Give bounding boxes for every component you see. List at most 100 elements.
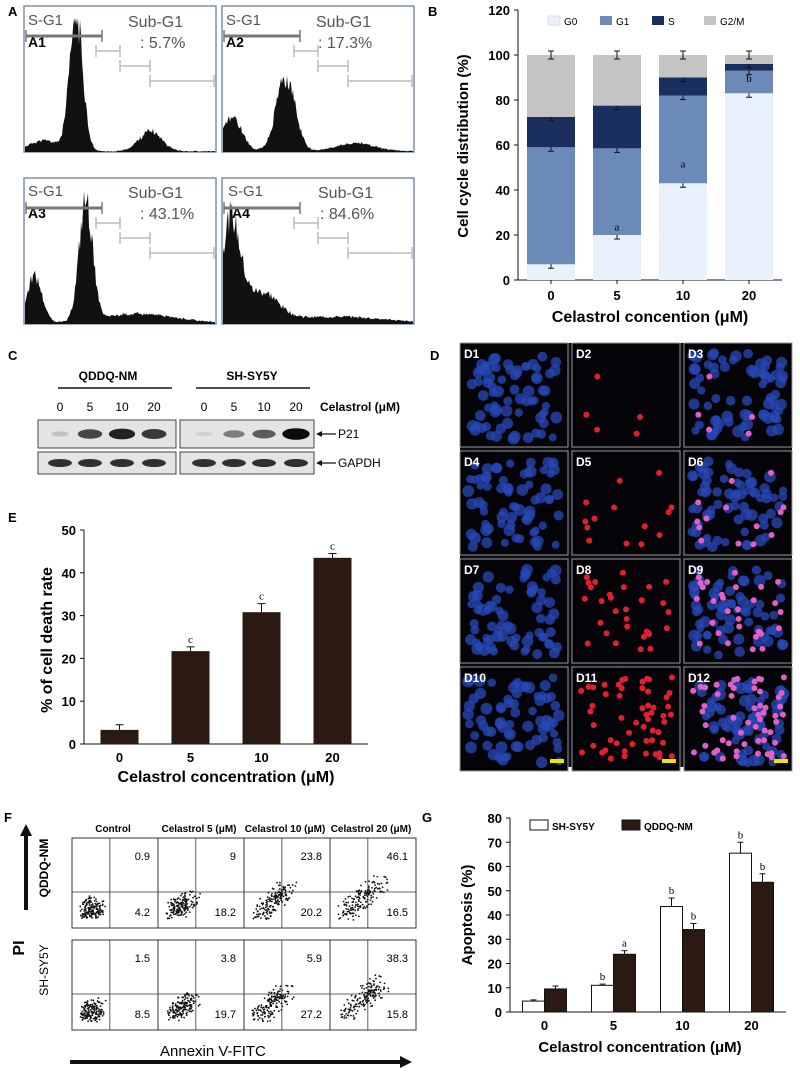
nucleus-red bbox=[703, 515, 710, 522]
blot-gapdh-left bbox=[37, 451, 177, 475]
nucleus-blue bbox=[506, 459, 515, 468]
event-dot bbox=[169, 1016, 172, 1019]
event-dot bbox=[375, 986, 378, 989]
nucleus-red bbox=[660, 600, 667, 607]
tile-label: D12 bbox=[688, 671, 710, 685]
event-dot bbox=[92, 1017, 95, 1020]
event-dot bbox=[259, 913, 262, 915]
nucleus-blue bbox=[519, 574, 528, 583]
event-dot bbox=[94, 1019, 97, 1022]
event-dot bbox=[96, 908, 99, 911]
event-dot bbox=[94, 1016, 96, 1019]
nucleus-blue bbox=[491, 462, 502, 474]
x-tick-label: 0 bbox=[547, 288, 554, 303]
event-dot bbox=[341, 911, 344, 914]
nucleus-red bbox=[663, 694, 670, 701]
nucleus-blue bbox=[541, 402, 551, 411]
event-dot bbox=[273, 992, 276, 995]
nucleus-red bbox=[714, 691, 721, 698]
tile-label: D10 bbox=[464, 671, 486, 685]
nucleus-blue bbox=[521, 564, 533, 576]
event-dot bbox=[183, 912, 186, 915]
event-dot bbox=[387, 990, 390, 993]
event-dot bbox=[355, 901, 357, 904]
sub-g1-percent: : 5.7% bbox=[140, 35, 185, 52]
event-dot bbox=[269, 1013, 272, 1016]
panel-e-cell-death-chart: 0 10 20 30 40 50 0 c 5 c 10 c 20 % of cell death rate… bbox=[39, 523, 368, 786]
bar-s bbox=[659, 77, 707, 96]
nucleus-blue bbox=[522, 432, 534, 444]
event-dot bbox=[387, 987, 390, 990]
nucleus-blue bbox=[528, 706, 537, 716]
nucleus-red bbox=[760, 709, 767, 716]
event-dot bbox=[182, 902, 185, 905]
event-dot bbox=[351, 901, 354, 904]
nucleus-blue bbox=[497, 375, 507, 384]
event-dot bbox=[352, 898, 355, 901]
event-dot bbox=[362, 999, 365, 1002]
event-dot bbox=[361, 903, 364, 906]
event-dot bbox=[258, 905, 261, 908]
nucleus-blue bbox=[464, 674, 476, 686]
event-dot bbox=[355, 1012, 358, 1015]
event-dot bbox=[284, 891, 287, 894]
event-dot bbox=[173, 905, 176, 908]
event-dot bbox=[368, 999, 370, 1002]
event-dot bbox=[274, 900, 277, 902]
bar-sh-sy5y bbox=[591, 984, 614, 1013]
nucleus-blue bbox=[478, 720, 489, 731]
event-dot bbox=[278, 1000, 281, 1003]
event-dot bbox=[92, 999, 95, 1002]
nucleus-blue bbox=[760, 612, 770, 621]
nucleus-blue bbox=[714, 650, 723, 660]
nucleus-blue bbox=[734, 646, 745, 658]
sub-g1-label: Sub-G1 bbox=[128, 14, 183, 31]
y-tick-label: 20 bbox=[62, 651, 76, 666]
event-dot bbox=[256, 915, 259, 918]
event-dot bbox=[269, 992, 272, 995]
event-dot bbox=[362, 1003, 365, 1005]
event-dot bbox=[170, 909, 172, 912]
nucleus-red bbox=[777, 703, 784, 710]
nucleus-blue bbox=[717, 355, 727, 365]
nucleus-red bbox=[665, 703, 672, 710]
event-dot bbox=[186, 997, 189, 999]
nucleus-red bbox=[612, 640, 619, 647]
event-dot bbox=[271, 887, 274, 890]
event-dot bbox=[261, 913, 264, 916]
event-dot bbox=[370, 1005, 372, 1008]
nucleus-blue bbox=[775, 377, 787, 389]
nucleus-blue bbox=[761, 488, 772, 499]
event-dot bbox=[275, 1006, 278, 1009]
legend-swatch bbox=[621, 819, 641, 831]
event-dot bbox=[90, 999, 93, 1001]
nucleus-blue bbox=[483, 606, 492, 615]
nucleus-red bbox=[584, 640, 591, 647]
event-dot bbox=[87, 1011, 90, 1014]
quadrant-ur-value: 5.9 bbox=[307, 953, 322, 965]
event-dot bbox=[278, 881, 281, 884]
event-dot bbox=[375, 994, 377, 997]
event-dot bbox=[351, 999, 354, 1002]
nucleus-blue bbox=[540, 483, 552, 495]
nucleus-blue bbox=[742, 468, 752, 479]
nucleus-red bbox=[647, 645, 654, 652]
event-dot bbox=[257, 1006, 259, 1008]
event-dot bbox=[176, 1013, 179, 1016]
event-dot bbox=[186, 907, 189, 910]
event-dot bbox=[347, 896, 350, 898]
significance-label: c bbox=[259, 591, 264, 603]
event-dot bbox=[99, 1005, 102, 1008]
nucleus-red bbox=[780, 504, 787, 511]
event-dot bbox=[89, 1005, 92, 1008]
event-dot bbox=[364, 1008, 366, 1011]
nucleus-blue bbox=[548, 608, 560, 620]
event-dot bbox=[370, 903, 373, 906]
event-dot bbox=[368, 889, 370, 891]
event-dot bbox=[351, 1009, 354, 1012]
event-dot bbox=[174, 1004, 177, 1006]
bar-s bbox=[593, 105, 641, 149]
nucleus-red bbox=[645, 688, 652, 695]
nucleus-red bbox=[757, 688, 764, 695]
event-dot bbox=[179, 1013, 182, 1016]
